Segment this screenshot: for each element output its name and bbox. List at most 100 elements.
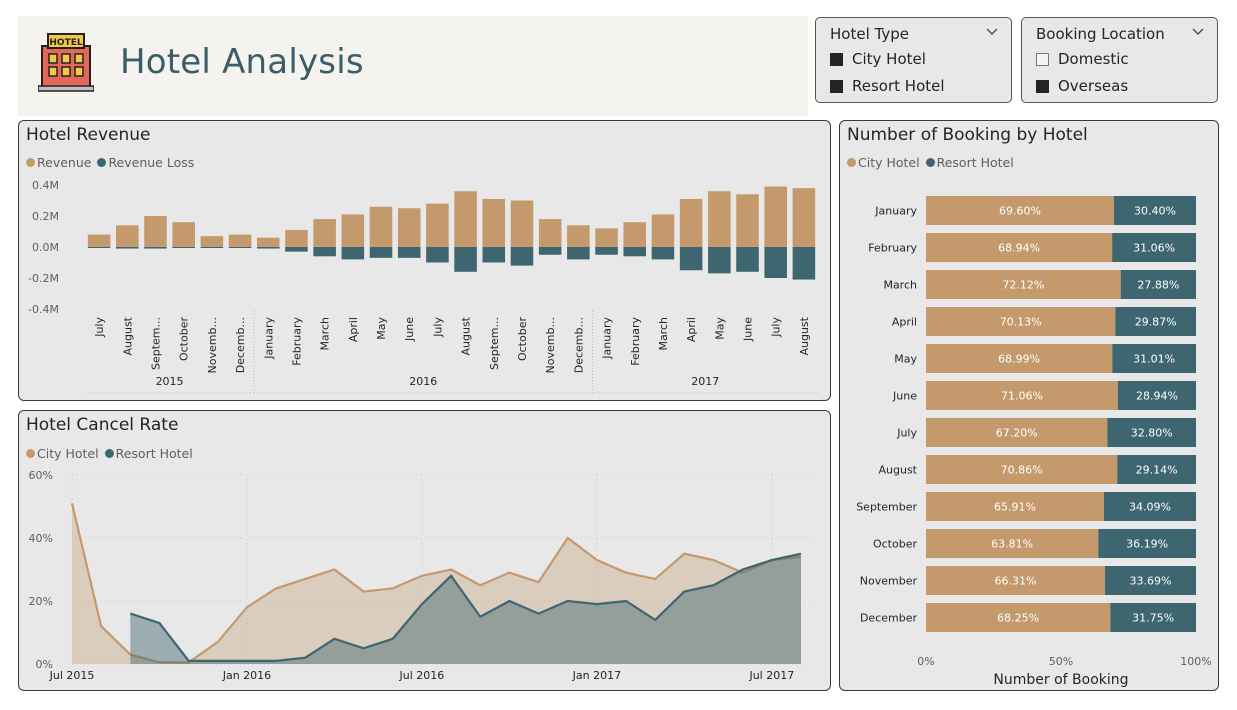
data-label: 63.81% [991,538,1033,551]
series-area [130,553,801,664]
category-label: September [856,501,917,514]
x-tick-label: October [516,317,529,361]
x-tick-label: 0% [917,655,934,668]
x-tick-label: Decemb... [234,317,247,373]
chevron-down-icon[interactable] [1191,24,1205,38]
data-label: 31.06% [1133,242,1175,255]
data-label: 70.13% [1000,316,1042,329]
chevron-down-icon[interactable] [985,24,999,38]
checkbox-checked[interactable] [830,52,843,66]
revenue-bar [736,194,759,247]
revenue-bar [426,203,449,247]
revenue-loss-bar [256,247,280,249]
data-label: 36.19% [1126,538,1168,551]
option-domestic[interactable]: Domestic [1036,50,1129,68]
revenue-bar [567,225,590,247]
x-tick-label: March [319,317,332,351]
city-hotel-bar [926,566,1106,595]
legend-dot [97,158,107,167]
revenue-bar [538,219,562,247]
checkbox-unchecked[interactable] [1036,52,1049,66]
revenue-bar [792,188,816,247]
city-hotel-bar [926,492,1104,521]
city-hotel-bar [926,196,1114,225]
legend-dot [104,449,114,458]
city-hotel-bar [926,270,1121,299]
resort-hotel-bar [1120,270,1196,299]
option-city-hotel[interactable]: City Hotel [830,50,926,68]
resort-hotel-bar [1103,492,1196,521]
cancel-rate-chart: 60% 40% 20% 0%Jul 2015 Jan 2016 Jul 2016 Jan 2… [29,469,811,682]
resort-hotel-bar [1107,418,1196,447]
hotel-type-slicer-title: Hotel Type [830,25,909,43]
revenue-loss-bar [708,247,731,274]
data-label: 34.09% [1129,501,1171,514]
series-line [70,503,802,664]
booking-location-slicer[interactable]: Booking Location Domestic Overseas [1021,17,1218,103]
city-hotel-bar [926,381,1118,410]
revenue-loss-bar [397,247,421,258]
x-tick-label: August [460,316,473,355]
category-label: March [883,279,917,292]
year-label: 2016 [409,375,437,388]
x-tick-label: June [403,317,416,342]
x-tick-label: January [601,317,614,360]
bookings-legend: City Hotel Resort Hotel [847,155,1020,170]
legend-label: City Hotel [37,446,99,461]
revenue-bar [256,237,280,247]
checkbox-checked[interactable] [1036,79,1049,93]
city-hotel-bar [926,344,1113,373]
checkbox-checked[interactable] [830,79,843,93]
revenue-bar [454,191,477,247]
y-tick-label: 0% [36,658,53,671]
revenue-bar [510,200,534,247]
legend-label: Resort Hotel [936,155,1014,170]
y-tick-label: 60% [29,469,53,482]
y-tick-label: 0.2M [32,210,59,223]
resort-hotel-bar [1112,233,1196,262]
y-tick-label: 0.4M [32,179,59,192]
revenue-loss-bar [116,247,139,249]
revenue-bar [482,198,506,247]
data-label: 28.94% [1136,390,1178,403]
hotel-type-slicer[interactable]: Hotel Type City Hotel Resort Hotel [815,17,1012,103]
legend-label: City Hotel [858,155,920,170]
revenue-bar [144,216,167,247]
option-overseas[interactable]: Overseas [1036,77,1128,95]
option-label: Overseas [1058,77,1129,95]
revenue-loss-bar [538,247,562,255]
cancel-chart-title: Hotel Cancel Rate [26,415,179,435]
x-tick-label: 100% [1180,655,1211,668]
series-area [72,503,801,664]
x-tick-label: February [290,317,303,366]
revenue-bar [341,214,365,247]
revenue-bar [708,191,731,247]
revenue-bar [228,234,252,247]
revenue-loss-bar [426,247,449,263]
revenue-bar [369,206,393,247]
revenue-loss-bar [482,247,506,263]
x-tick-label: Jan 2016 [222,669,271,682]
x-tick-label: August [121,316,134,355]
revenue-bar [285,229,308,247]
revenue-loss-bar [510,247,534,266]
x-tick-label: March [657,317,670,351]
revenue-bar [87,234,111,247]
category-label: July [896,427,917,440]
category-label: February [868,242,917,255]
x-tick-label: Jan 2017 [572,669,621,682]
legend-dot [26,449,35,458]
bookings-chart: January 69.60% 30.40% February 68.94% 31.06% M… [856,196,1212,688]
revenue-bar [595,228,618,247]
revenue-bar [651,214,675,247]
x-tick-label: February [629,317,642,366]
booking-location-slicer-title: Booking Location [1036,25,1165,43]
x-tick-label: July [93,317,106,338]
category-label: October [873,538,917,551]
revenue-loss-bar [369,247,393,258]
data-label: 72.12% [1002,279,1044,292]
revenue-chart: 0.4M 0.2M 0.0M -0.2M -0.4M July August Septem..… [28,179,818,394]
resort-hotel-bar [1113,196,1196,225]
option-resort-hotel[interactable]: Resort Hotel [830,77,945,95]
x-tick-label: April [685,317,698,342]
